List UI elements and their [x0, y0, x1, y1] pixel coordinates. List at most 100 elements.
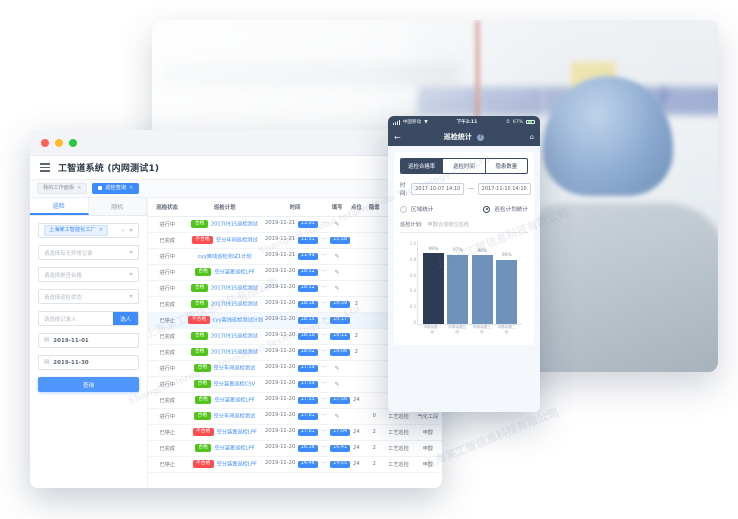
home-icon[interactable]: ⌂ [529, 133, 534, 141]
plan-link[interactable]: cyy离线巡检测试计划 [212, 317, 264, 324]
search-button[interactable]: 查询 [38, 377, 139, 392]
tab-work-panel[interactable]: 我的工作面板 × [37, 182, 88, 195]
radio-area-stats[interactable]: 区域统计 [400, 205, 433, 213]
plan-select-row[interactable]: 巡检计划: 甲醇合成岗位巡检 [400, 221, 528, 233]
plan-link[interactable]: 20170915巡检测试 [210, 349, 258, 356]
edit-icon[interactable]: ✎ [334, 460, 340, 468]
edit-icon[interactable]: ✎ [334, 428, 340, 436]
cell-fill[interactable]: ✎ [326, 248, 348, 265]
cell-fill[interactable]: ✎ [326, 328, 348, 345]
edit-icon[interactable]: ✎ [334, 444, 340, 452]
filter-tab-inspection[interactable]: 巡检 [30, 198, 89, 215]
cell-fill[interactable]: ✎ [326, 312, 348, 329]
table-row[interactable]: 进行中 cyy离线巡检测试1计划 2019-11-21 11:49 — ✎ [148, 248, 442, 265]
plan-link[interactable]: 空分装置巡检CSV [213, 381, 256, 388]
table-row[interactable]: 进行中 合格 空分车间巡检测试 2019-11-20 17:01 — ✎ 0 工艺巡检 气化… [148, 408, 442, 425]
time-end-field[interactable]: 2017-11-10 14:10 [477, 182, 531, 196]
edit-icon[interactable]: ✎ [334, 380, 340, 388]
col-plan[interactable]: 巡检计划 [186, 198, 264, 217]
cell-fill[interactable]: ✎ [326, 296, 348, 313]
time-separator: — [319, 444, 329, 450]
plan-link[interactable]: 空分装置巡检LPF [216, 429, 257, 436]
col-points[interactable]: 点位 [347, 198, 366, 217]
edit-icon[interactable]: ✎ [334, 332, 340, 340]
filter-tab-random[interactable]: 随机 [88, 198, 147, 215]
edit-icon[interactable]: ✎ [334, 348, 340, 356]
cell-fill[interactable]: ✎ [326, 280, 348, 297]
help-icon[interactable]: ? [477, 133, 485, 141]
edit-icon[interactable]: ✎ [334, 396, 340, 404]
plan-link[interactable]: 空分装置巡检LPF [216, 461, 257, 468]
plan-link[interactable]: 空分装置巡检LPF [214, 397, 255, 404]
edit-icon[interactable]: ✎ [334, 364, 340, 372]
edit-icon[interactable]: ✎ [334, 300, 340, 308]
abnormal-record-select[interactable]: 请选择有无异常记录 [38, 245, 139, 260]
plan-link[interactable]: 空分车间巡检测试 [213, 365, 256, 372]
cell-fill[interactable]: ✎ [326, 376, 348, 393]
plan-link[interactable]: cyy离线巡检测试1计划 [197, 253, 252, 260]
plan-link[interactable]: 空分装置巡检LPF [214, 445, 255, 452]
plan-link[interactable]: 20170915巡检测试 [210, 221, 258, 228]
back-arrow-icon[interactable]: ← [394, 132, 401, 142]
tab-close-icon[interactable]: × [129, 184, 134, 191]
cell-fill[interactable]: ✎ [326, 216, 348, 233]
table-row[interactable]: 已停止 不合格 空分装置巡检LPF 2019-11-20 14:48 — 14:55 ✎… [148, 456, 442, 473]
window-minimize-button[interactable] [55, 138, 63, 147]
window-maximize-button[interactable] [69, 138, 77, 147]
plan-link[interactable]: 20170915巡检测试 [210, 333, 258, 340]
qualified-select[interactable]: 请选择是否合格 [38, 267, 139, 282]
col-time[interactable]: 时间 [263, 198, 327, 217]
window-close-button[interactable] [41, 138, 49, 147]
bar-value-label: 99% [428, 246, 439, 252]
select-person-button[interactable]: 选人 [113, 312, 138, 325]
col-hazards[interactable]: 隐患 [365, 198, 384, 217]
clear-icon[interactable]: × [120, 227, 125, 234]
plan-link[interactable]: 空分年间巡检测试 [216, 237, 258, 244]
hamburger-icon[interactable] [40, 163, 50, 172]
segment-inspection-time[interactable]: 巡检时间 [442, 159, 484, 173]
end-date-field[interactable]: ▤ 2019-11-30 [38, 355, 139, 370]
tab-close-icon[interactable]: × [77, 184, 82, 191]
inspection-status-select[interactable]: 请选择巡检状态 [38, 289, 139, 304]
cell-fill[interactable]: ✎ [326, 232, 348, 249]
tab-inspection-query[interactable]: 巡检查询 × [92, 182, 140, 195]
edit-icon[interactable]: ✎ [334, 284, 340, 292]
table-row[interactable]: 已停止 不合格 空分装置巡检LPF 2019-11-20 17:01 — 17:04 ✎… [148, 424, 442, 441]
cell-plan: 合格 20170915巡检测试 [186, 344, 264, 361]
chip-remove-icon[interactable]: × [98, 226, 103, 233]
time-start-field[interactable]: 2017-10-07 14:10 [411, 182, 465, 196]
cell-fill[interactable]: ✎ [326, 440, 348, 457]
factory-select[interactable]: 上海某工智能化工厂 × × [38, 223, 139, 238]
plan-link[interactable]: 空分装置巡检LPF [214, 269, 255, 276]
cell-fill[interactable]: ✎ [326, 408, 348, 425]
radio-plan-stats[interactable]: 巡检计划统计 [483, 205, 528, 213]
start-date-field[interactable]: ▤ 2019-11-01 [38, 333, 139, 348]
cell-fill[interactable]: ✎ [326, 360, 348, 377]
cell-fill[interactable]: ✎ [326, 392, 348, 409]
cell-status: 已停止 [148, 312, 187, 329]
cell-fill[interactable]: ✎ [326, 424, 348, 441]
recorder-field[interactable]: 请选择记录人 选人 [38, 311, 139, 326]
edit-icon[interactable]: ✎ [334, 220, 340, 228]
edit-icon[interactable]: ✎ [334, 412, 340, 420]
table-row[interactable]: 已完成 合格 空分装置巡检LPF 2019-11-20 16:38 — 16:41 ✎ 2… [148, 440, 442, 457]
plan-link[interactable]: 20170915巡检测试 [210, 285, 258, 292]
cell-points [347, 248, 366, 265]
plan-link[interactable]: 空分车间巡检测试 [213, 413, 256, 420]
col-fill[interactable]: 填写 [326, 198, 348, 217]
cell-fill[interactable]: ✎ [326, 264, 348, 281]
cell-hazards [365, 216, 384, 233]
segment-hazard-count[interactable]: 隐患数量 [484, 159, 527, 173]
segment-pass-rate[interactable]: 巡检合格率 [401, 159, 443, 173]
col-status[interactable]: 巡检状态 [148, 198, 187, 217]
edit-icon[interactable]: ✎ [334, 316, 340, 324]
factory-chip[interactable]: 上海某工智能化工厂 × [44, 225, 108, 236]
edit-icon[interactable]: ✎ [334, 268, 340, 276]
plan-link[interactable]: 20170915巡检测试 [210, 301, 258, 308]
cell-time: 2019-11-20 16:38 — 16:41 [263, 440, 350, 457]
edit-icon[interactable]: ✎ [334, 236, 340, 244]
edit-icon[interactable]: ✎ [334, 252, 340, 260]
cell-fill[interactable]: ✎ [326, 344, 348, 361]
cell-fill[interactable]: ✎ [326, 456, 348, 473]
workspace: 巡检 随机 上海某工智能化工厂 × × 请选择有无异常记录 [30, 198, 442, 488]
